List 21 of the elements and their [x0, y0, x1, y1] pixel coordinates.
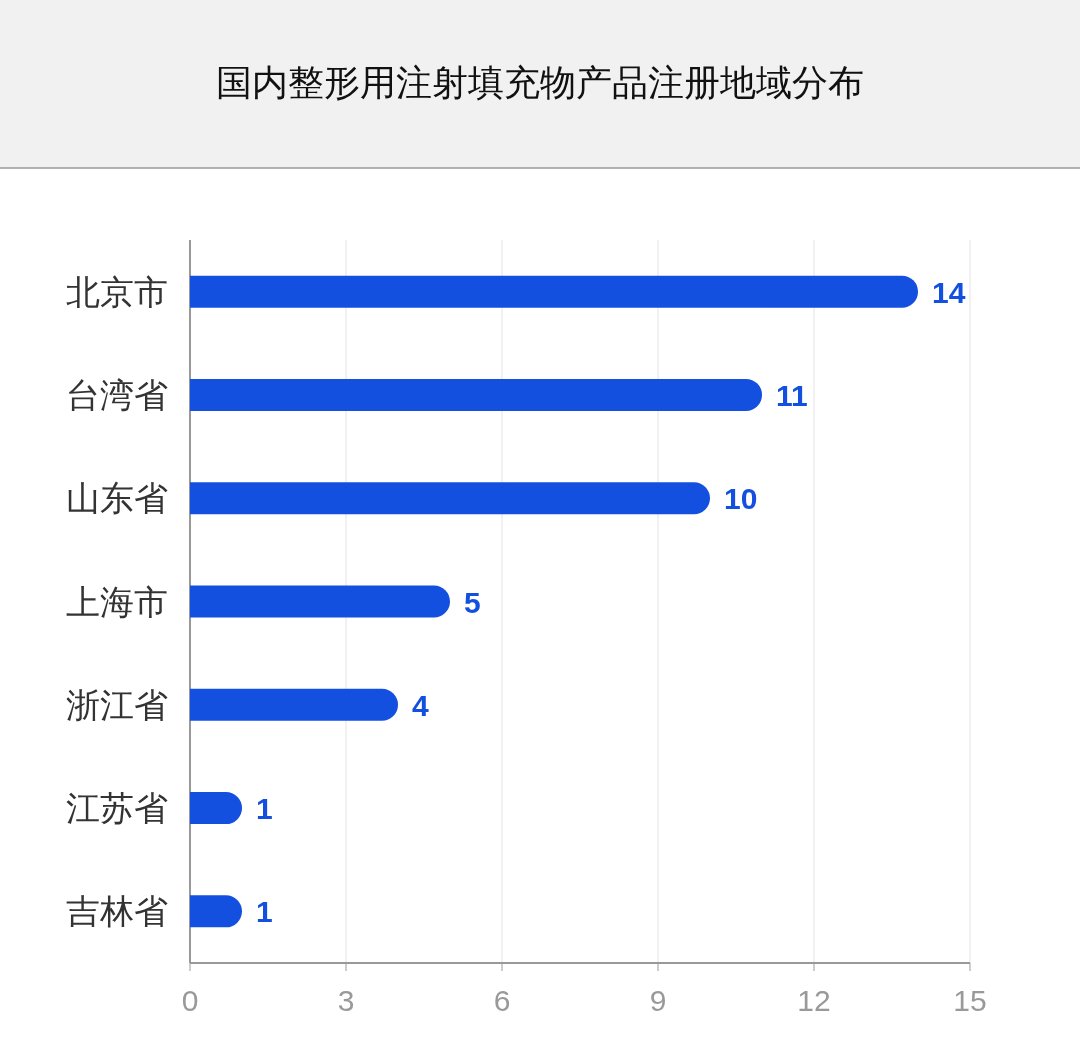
- data-label: 5: [464, 585, 481, 619]
- y-tick-label: 上海市: [66, 582, 168, 621]
- y-tick-label: 浙江省: [66, 685, 168, 724]
- x-tick-label: 6: [493, 984, 511, 1017]
- x-tick-label: 15: [953, 984, 987, 1017]
- data-label: 4: [412, 688, 429, 722]
- data-label: 1: [256, 792, 273, 826]
- y-tick-label: 江苏省: [66, 789, 168, 828]
- x-tick-label: 9: [649, 984, 667, 1017]
- data-label: 1: [256, 895, 273, 929]
- data-label: 14: [932, 275, 966, 309]
- y-tick-label: 吉林省: [66, 892, 168, 931]
- title: 国内整形用注射填充物产品注册地域分布: [216, 62, 864, 103]
- y-tick-label: 北京市: [66, 272, 168, 311]
- y-tick-label: 山东省: [66, 479, 168, 518]
- x-tick-label: 0: [181, 984, 199, 1017]
- x-tick-label: 3: [337, 984, 355, 1017]
- y-tick-label: 台湾省: [66, 375, 168, 414]
- data-label: 11: [776, 378, 808, 412]
- data-label: 10: [724, 482, 758, 516]
- x-tick-label: 12: [797, 984, 831, 1017]
